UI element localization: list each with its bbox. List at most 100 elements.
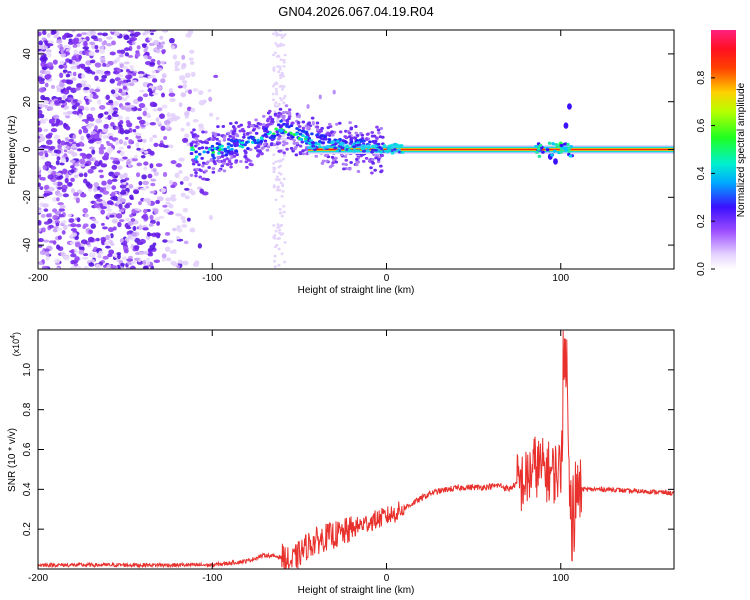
band-speckle [265, 119, 270, 123]
band-speckle [376, 128, 381, 132]
band-speckle [256, 153, 261, 157]
carrier-bump [386, 147, 391, 151]
noise-speckle [131, 208, 136, 214]
band-speckle [370, 171, 374, 175]
noise-speckle [70, 188, 76, 194]
noise-speckle [38, 228, 42, 232]
noise-speckle [192, 118, 199, 123]
faint-streak-speckle [272, 69, 276, 72]
noise-speckle [48, 224, 54, 229]
band-speckle [276, 137, 281, 141]
noise-speckle [170, 197, 177, 202]
noise-speckle [102, 190, 110, 195]
noise-speckle [55, 222, 60, 227]
noise-speckle [86, 124, 92, 130]
band-speckle [337, 121, 342, 125]
noise-speckle [136, 132, 142, 137]
feature-100-speckle [545, 148, 550, 152]
noise-speckle [138, 119, 146, 125]
band-speckle [205, 161, 209, 165]
noise-speckle [138, 224, 143, 230]
noise-speckle [99, 79, 106, 83]
faint-streak-speckle [277, 236, 281, 240]
noise-speckle [148, 223, 154, 227]
noise-speckle [59, 99, 66, 104]
band-speckle [326, 132, 330, 136]
noise-speckle [113, 100, 119, 107]
faint-streak-speckle [277, 247, 281, 251]
band-speckle [360, 133, 365, 137]
band-speckle [373, 168, 377, 172]
noise-speckle [38, 182, 41, 188]
band-speckle [248, 162, 253, 166]
band-speckle [240, 141, 245, 145]
band-speckle [354, 131, 358, 135]
band-speckle [234, 149, 238, 153]
noise-speckle [98, 49, 106, 54]
noise-speckle [105, 204, 111, 210]
noise-speckle [183, 240, 189, 245]
noise-speckle [101, 32, 108, 37]
noise-speckle [70, 253, 77, 258]
noise-speckle [83, 86, 90, 91]
band-speckle [264, 127, 268, 131]
faint-streak-speckle [274, 101, 278, 105]
noise-speckle [142, 259, 147, 265]
noise-speckle [131, 157, 138, 162]
noise-speckle [162, 239, 168, 243]
noise-speckle [115, 126, 120, 130]
noise-speckle [59, 72, 64, 79]
feature-100-speckle [555, 144, 560, 148]
noise-speckle [182, 83, 188, 89]
band-speckle [191, 133, 196, 137]
noise-speckle [120, 262, 125, 267]
band-speckle [355, 157, 359, 161]
noise-speckle [149, 150, 155, 156]
noise-speckle [85, 153, 92, 159]
noise-speckle [192, 262, 200, 267]
noise-speckle [82, 46, 90, 50]
carrier-bump [335, 139, 340, 143]
noise-speckle [181, 54, 186, 60]
noise-speckle [131, 232, 137, 237]
noise-speckle [42, 239, 50, 243]
noise-speckle [71, 143, 78, 148]
band-speckle [226, 150, 231, 154]
noise-speckle [75, 223, 82, 228]
noise-speckle [99, 187, 104, 193]
noise-speckle [81, 73, 86, 79]
feature-100-speckle [534, 144, 538, 149]
y-tick-label: -20 [22, 190, 33, 205]
band-speckle [344, 163, 348, 167]
noise-speckle [60, 222, 65, 227]
band-speckle [379, 164, 383, 168]
band-speckle [276, 114, 281, 118]
noise-speckle [142, 213, 148, 219]
band-speckle [217, 151, 221, 155]
noise-speckle [50, 119, 56, 124]
feature-100-speckle [567, 149, 571, 154]
noise-speckle [147, 87, 153, 93]
band-speckle [334, 160, 339, 164]
feature-100-speckle [551, 142, 555, 146]
noise-speckle [122, 65, 128, 70]
noise-speckle [60, 251, 66, 257]
noise-speckle [69, 266, 76, 269]
noise-speckle [38, 261, 43, 266]
noise-speckle [80, 80, 88, 85]
noise-speckle [117, 165, 123, 170]
noise-speckle [58, 64, 64, 69]
faint-streak-speckle [273, 254, 277, 258]
snr-x-label: Height of straight line (km) [298, 585, 415, 596]
band-speckle [310, 116, 315, 120]
carrier-bump [382, 144, 387, 147]
noise-speckle [46, 33, 51, 38]
colorbar-tick-label: 0.2 [696, 214, 707, 228]
noise-speckle [181, 219, 186, 224]
band-speckle [253, 141, 258, 145]
noise-speckle [157, 67, 163, 72]
band-speckle [301, 152, 306, 156]
noise-speckle [102, 226, 108, 230]
band-speckle [278, 134, 282, 138]
noise-speckle [38, 151, 44, 157]
